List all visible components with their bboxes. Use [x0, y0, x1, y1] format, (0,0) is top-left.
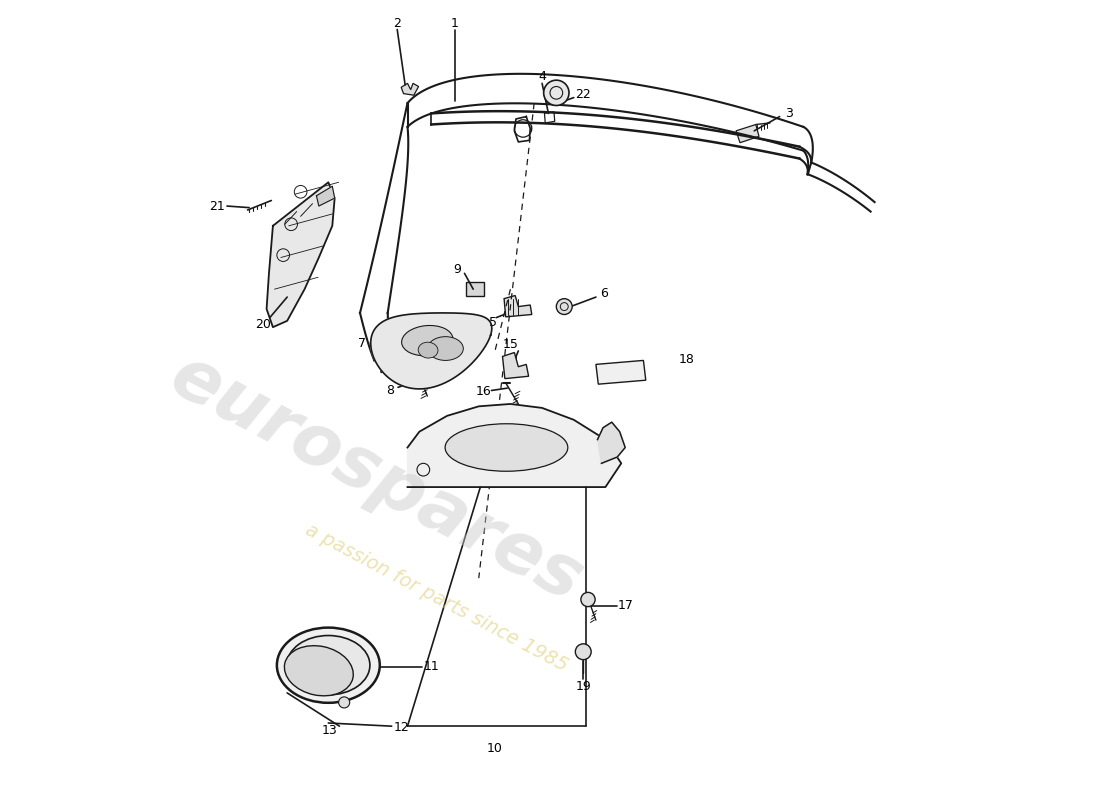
Text: 20: 20	[255, 318, 272, 330]
Polygon shape	[504, 295, 531, 317]
Text: 12: 12	[394, 722, 409, 734]
Text: 5: 5	[490, 316, 497, 329]
Text: 10: 10	[486, 742, 503, 755]
Text: 7: 7	[359, 337, 366, 350]
Polygon shape	[402, 83, 419, 95]
Text: 11: 11	[424, 660, 439, 674]
Ellipse shape	[402, 326, 453, 356]
Text: 8: 8	[386, 384, 394, 397]
Polygon shape	[317, 186, 334, 206]
Text: 9: 9	[453, 263, 461, 276]
Ellipse shape	[287, 635, 370, 695]
Text: 22: 22	[575, 88, 591, 101]
Polygon shape	[597, 422, 625, 463]
Circle shape	[575, 644, 591, 660]
Polygon shape	[736, 125, 759, 142]
Polygon shape	[266, 182, 334, 327]
Text: 17: 17	[617, 599, 634, 612]
Text: 2: 2	[394, 17, 402, 30]
Text: 1: 1	[451, 17, 459, 30]
Polygon shape	[596, 361, 646, 384]
Text: a passion for parts since 1985: a passion for parts since 1985	[302, 520, 571, 675]
Circle shape	[543, 80, 569, 106]
Ellipse shape	[428, 337, 463, 361]
Polygon shape	[503, 353, 529, 378]
Text: 16: 16	[475, 385, 492, 398]
Text: eurospares: eurospares	[158, 342, 594, 617]
Text: 4: 4	[538, 70, 546, 83]
Circle shape	[557, 298, 572, 314]
Text: 21: 21	[210, 199, 225, 213]
Circle shape	[581, 592, 595, 606]
Ellipse shape	[418, 342, 438, 358]
Ellipse shape	[285, 646, 353, 696]
Text: 15: 15	[503, 338, 518, 351]
Ellipse shape	[446, 424, 568, 471]
Text: 3: 3	[785, 107, 793, 120]
Ellipse shape	[277, 628, 379, 703]
Text: 13: 13	[322, 725, 338, 738]
Polygon shape	[371, 313, 492, 389]
Text: 18: 18	[679, 353, 694, 366]
Polygon shape	[407, 404, 622, 487]
Text: 6: 6	[600, 287, 608, 301]
Text: 19: 19	[575, 680, 591, 693]
Circle shape	[339, 697, 350, 708]
FancyBboxPatch shape	[466, 282, 484, 296]
